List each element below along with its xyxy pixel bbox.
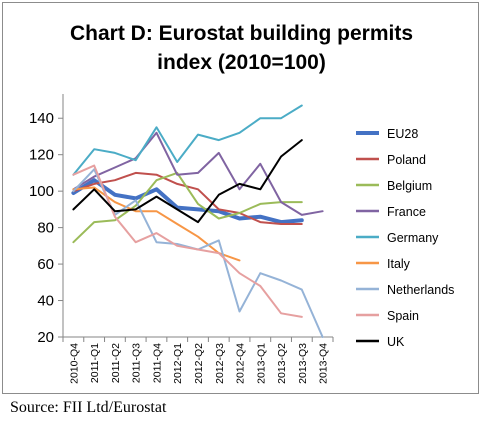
legend-label-eu28: EU28 [387,127,418,141]
y-tick-label: 20 [37,329,54,346]
x-tick-label: 2013-Q2 [276,343,288,384]
y-tick-label: 120 [29,147,54,164]
series-line-france [72,131,324,216]
line-chart: 20 40 60 80 100 120 140 2010-Q4 2011-Q1 2011-Q2 20… [29,94,454,384]
series-line-belgium [72,171,303,244]
chart-title: Chart D: Eurostat building permits index… [3,19,480,77]
legend-label-italy: Italy [387,257,411,271]
chart-frame: Chart D: Eurostat building permits index… [2,2,479,394]
legend-label-spain: Spain [387,309,419,323]
x-tick-label: 2011-Q1 [89,343,101,383]
x-tick-label: 2011-Q2 [110,343,122,383]
series-line-netherlands [72,168,324,338]
legend-label-poland: Poland [387,153,426,167]
y-tick-label: 40 [37,293,54,310]
x-tick-label: 2010-Q4 [68,343,80,384]
x-tick-label: 2012-Q4 [235,343,247,384]
legend-label-germany: Germany [387,231,439,245]
legend-label-france: France [387,205,426,219]
source-note: Source: FII Ltd/Eurostat [10,399,167,416]
series-line-germany [72,104,303,176]
series-line-poland [72,171,303,225]
x-tick-label: 2013-Q3 [297,343,309,384]
y-tick-label: 140 [29,110,54,127]
y-tick-label: 60 [37,256,54,273]
series-line-italy [72,186,241,262]
chart-title-line2: index (2010=100) [157,51,326,74]
x-tick-label: 2012-Q3 [214,343,226,384]
x-tick-label: 2012-Q1 [172,343,184,384]
x-tick-label: 2013-Q4 [318,343,330,384]
legend-label-uk: UK [387,335,405,349]
y-tick-label: 80 [37,220,54,237]
series-line-eu28 [71,178,304,225]
y-tick-label: 100 [29,183,54,200]
series-line-uk [72,139,303,224]
chart-title-line1: Chart D: Eurostat building permits [69,22,413,45]
x-tick-label: 2011-Q3 [131,343,143,383]
x-tick-label: 2011-Q4 [151,343,163,383]
x-tick-label: 2013-Q1 [255,343,267,384]
legend-label-belgium: Belgium [387,179,432,193]
legend-label-netherlands: Netherlands [387,283,454,297]
x-tick-label: 2012-Q2 [193,343,205,384]
